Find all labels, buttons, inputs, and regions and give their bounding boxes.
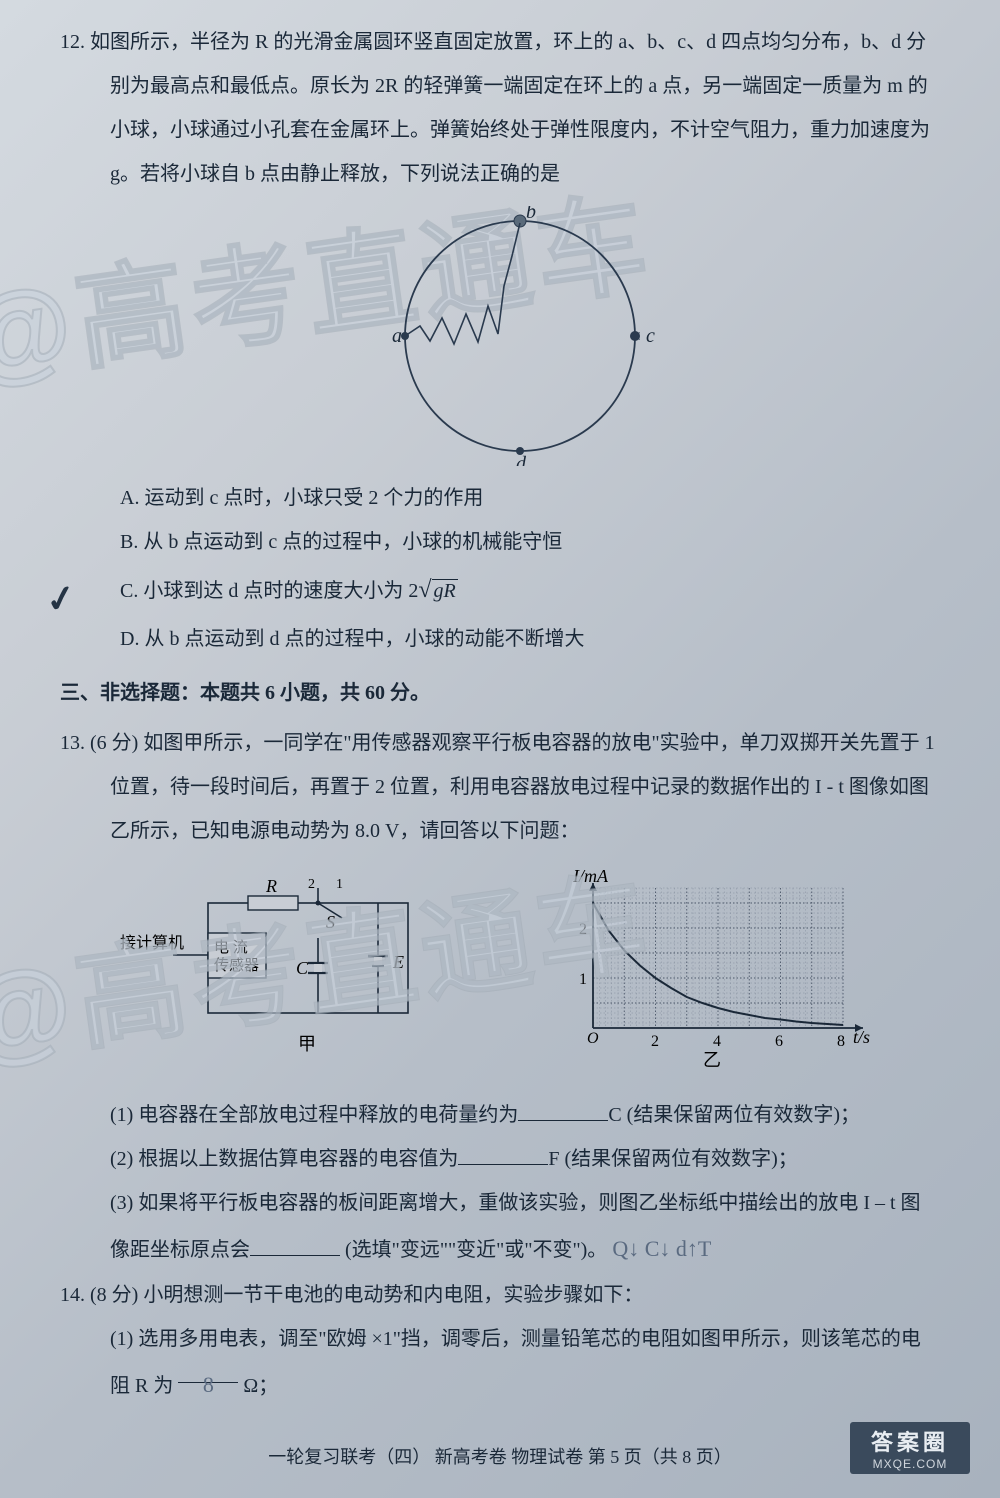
q13-text: 13. (6 分) 如图甲所示，一同学在"用传感器观察平行板电容器的放电"实验中… bbox=[60, 721, 940, 853]
label-c: c bbox=[646, 325, 655, 347]
blank-1[interactable] bbox=[518, 1101, 608, 1121]
exam-page: 12. 如图所示，半径为 R 的光滑金属圆环竖直固定放置，环上的 a、b、c、d… bbox=[40, 20, 960, 1478]
q13-sub2: (2) 根据以上数据估算电容器的电容值为F (结果保留两位有效数字)； bbox=[60, 1137, 940, 1181]
q14-text: 14. (8 分) 小明想测一节干电池的电动势和内电阻，实验步骤如下： bbox=[60, 1273, 940, 1317]
handwriting-annotation: Q↓ C↓ d↑T bbox=[612, 1236, 711, 1261]
q12-text: 12. 如图所示，半径为 R 的光滑金属圆环竖直固定放置，环上的 a、b、c、d… bbox=[60, 20, 940, 196]
q12-optB: B. 从 b 点运动到 c 点的过程中，小球的机械能守恒 bbox=[60, 520, 940, 564]
answer-badge: 答案圈 MXQE.COM bbox=[850, 1422, 970, 1474]
q13-number: 13. bbox=[60, 732, 85, 754]
page-footer: 一轮复习联考（四） 新高考卷 物理试卷 第 5 页（共 8 页） bbox=[60, 1438, 940, 1478]
svg-text:2: 2 bbox=[651, 1033, 659, 1050]
svg-text:接计算机: 接计算机 bbox=[120, 933, 184, 952]
svg-text:传感器: 传感器 bbox=[214, 957, 259, 974]
svg-text:C: C bbox=[296, 958, 309, 978]
q12-optC-pre: C. 小球到达 d 点时的速度大小为 2 bbox=[120, 580, 418, 602]
label-d: d bbox=[516, 453, 527, 466]
svg-text:4: 4 bbox=[713, 1033, 721, 1050]
answer-badge-url: MXQE.COM bbox=[850, 1457, 970, 1471]
q12-optC-rad: gR bbox=[432, 579, 458, 602]
circuit-svg: R 2 1 S 电 流 传感器 接计算机 C E 甲 bbox=[118, 878, 428, 1058]
q14-sub1: (1) 选用多用电表，调至"欧姆 ×1"挡，调零后，测量铅笔芯的电阻如图甲所示，… bbox=[60, 1317, 940, 1408]
decay-graph-svg: I/mA t/s O 2 4 6 8 1 2 乙 bbox=[543, 868, 883, 1068]
label-a: a bbox=[392, 325, 402, 347]
answer-badge-title: 答案圈 bbox=[850, 1425, 970, 1457]
blank-2[interactable] bbox=[458, 1145, 548, 1165]
check-icon: ✓ bbox=[39, 558, 82, 641]
blank-3[interactable] bbox=[250, 1236, 340, 1256]
q12-optD: D. 从 b 点运动到 d 点的过程中，小球的动能不断增大 bbox=[60, 617, 940, 661]
q13-figures: R 2 1 S 电 流 传感器 接计算机 C E 甲 bbox=[60, 868, 940, 1068]
section3-heading: 三、非选择题：本题共 6 小题，共 60 分。 bbox=[60, 671, 940, 715]
ring-spring-svg: a b c d bbox=[330, 206, 670, 466]
svg-text:O: O bbox=[587, 1030, 599, 1047]
q12-body: 如图所示，半径为 R 的光滑金属圆环竖直固定放置，环上的 a、b、c、d 四点均… bbox=[90, 31, 930, 185]
svg-text:电 流: 电 流 bbox=[214, 939, 248, 956]
svg-text:2: 2 bbox=[308, 878, 315, 892]
q12-diagram: a b c d bbox=[60, 206, 940, 466]
q14-points: (8 分) bbox=[90, 1284, 138, 1306]
svg-text:1: 1 bbox=[579, 971, 587, 988]
q13-sub1: (1) 电容器在全部放电过程中释放的电荷量约为C (结果保留两位有效数字)； bbox=[60, 1093, 940, 1137]
q14-number: 14. bbox=[60, 1284, 85, 1306]
svg-text:乙: 乙 bbox=[703, 1050, 721, 1068]
q13-sub3: (3) 如果将平行板电容器的板间距离增大，重做该实验，则图乙坐标纸中描绘出的放电… bbox=[60, 1181, 940, 1273]
q12-optC: ✓ C. 小球到达 d 点时的速度大小为 2√gR bbox=[60, 564, 940, 617]
q12-number: 12. bbox=[60, 31, 85, 53]
svg-text:8: 8 bbox=[837, 1033, 845, 1050]
q12-optA: A. 运动到 c 点时，小球只受 2 个力的作用 bbox=[60, 476, 940, 520]
svg-text:6: 6 bbox=[775, 1033, 783, 1050]
q14-body: 小明想测一节干电池的电动势和内电阻，实验步骤如下： bbox=[143, 1284, 643, 1306]
svg-text:I/mA: I/mA bbox=[572, 868, 609, 886]
svg-text:R: R bbox=[265, 878, 277, 896]
q13-points: (6 分) bbox=[90, 732, 138, 754]
blank-4[interactable]: 8 bbox=[178, 1361, 238, 1383]
svg-text:S: S bbox=[326, 912, 335, 932]
svg-text:1: 1 bbox=[336, 878, 343, 892]
svg-text:E: E bbox=[392, 952, 404, 972]
label-b: b bbox=[526, 206, 536, 223]
svg-text:2: 2 bbox=[579, 921, 587, 938]
q13-body: 如图甲所示，一同学在"用传感器观察平行板电容器的放电"实验中，单刀双掷开关先置于… bbox=[110, 732, 935, 842]
svg-text:甲: 甲 bbox=[298, 1034, 316, 1054]
